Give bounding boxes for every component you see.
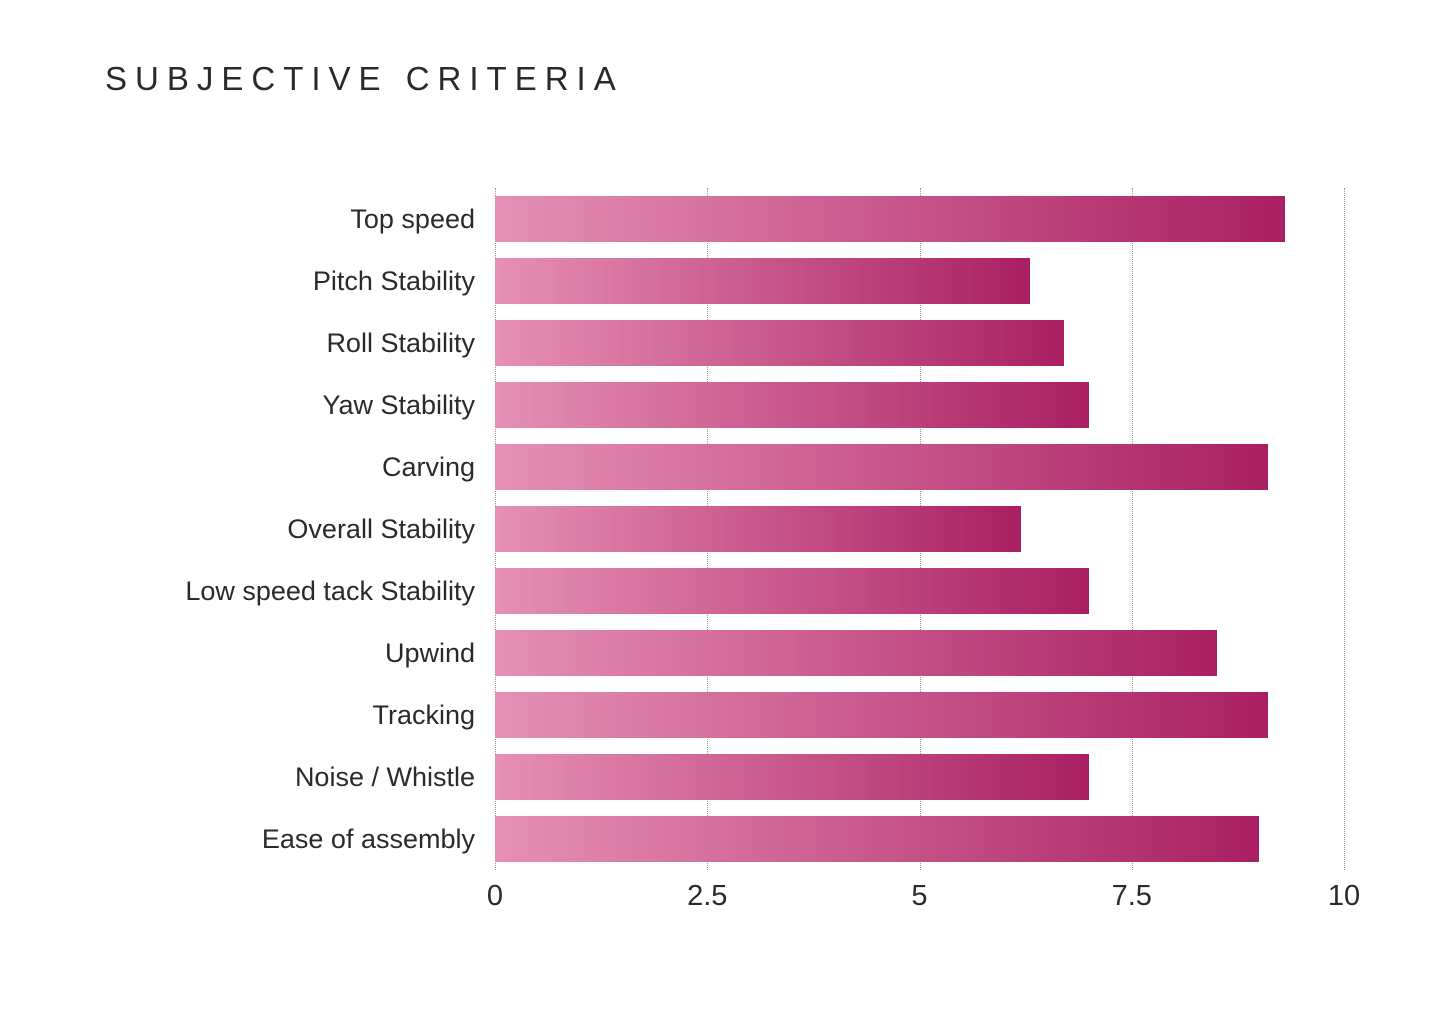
bar-track: [495, 746, 1344, 808]
chart-row: Tracking: [135, 684, 1344, 746]
bar-track: [495, 374, 1344, 436]
bar-track: [495, 560, 1344, 622]
bar-track: [495, 498, 1344, 560]
grid-line: [1344, 188, 1345, 870]
category-label: Low speed tack Stability: [135, 576, 495, 607]
chart: Top speed Pitch Stability Roll Stability Ya…: [135, 188, 1344, 920]
bar: [495, 506, 1021, 552]
category-label: Upwind: [135, 638, 495, 669]
bar: [495, 692, 1268, 738]
category-label: Tracking: [135, 700, 495, 731]
category-label: Yaw Stability: [135, 390, 495, 421]
x-tick-label: 2.5: [687, 880, 727, 913]
chart-row: Pitch Stability: [135, 250, 1344, 312]
category-label: Carving: [135, 452, 495, 483]
chart-row: Overall Stability: [135, 498, 1344, 560]
chart-row: Carving: [135, 436, 1344, 498]
bar: [495, 816, 1259, 862]
bar-track: [495, 684, 1344, 746]
bar-track: [495, 250, 1344, 312]
x-tick-label: 0: [487, 880, 503, 913]
bar: [495, 630, 1217, 676]
category-label: Top speed: [135, 204, 495, 235]
category-label: Overall Stability: [135, 514, 495, 545]
chart-row: Top speed: [135, 188, 1344, 250]
chart-row: Noise / Whistle: [135, 746, 1344, 808]
bar: [495, 258, 1030, 304]
bar-track: [495, 808, 1344, 870]
bar-track: [495, 436, 1344, 498]
chart-row: Upwind: [135, 622, 1344, 684]
bar: [495, 382, 1089, 428]
bar-track: [495, 188, 1344, 250]
chart-row: Low speed tack Stability: [135, 560, 1344, 622]
bar: [495, 320, 1064, 366]
category-label: Noise / Whistle: [135, 762, 495, 793]
bar-track: [495, 622, 1344, 684]
category-label: Pitch Stability: [135, 266, 495, 297]
bar: [495, 568, 1089, 614]
bar: [495, 196, 1285, 242]
x-tick-label: 5: [911, 880, 927, 913]
chart-title: SUBJECTIVE CRITERIA: [105, 60, 1344, 98]
chart-row: Yaw Stability: [135, 374, 1344, 436]
bar: [495, 754, 1089, 800]
chart-row: Ease of assembly: [135, 808, 1344, 870]
category-label: Roll Stability: [135, 328, 495, 359]
category-label: Ease of assembly: [135, 824, 495, 855]
x-tick-label: 7.5: [1112, 880, 1152, 913]
x-tick-label: 10: [1328, 880, 1360, 913]
bar: [495, 444, 1268, 490]
bar-track: [495, 312, 1344, 374]
chart-row: Roll Stability: [135, 312, 1344, 374]
